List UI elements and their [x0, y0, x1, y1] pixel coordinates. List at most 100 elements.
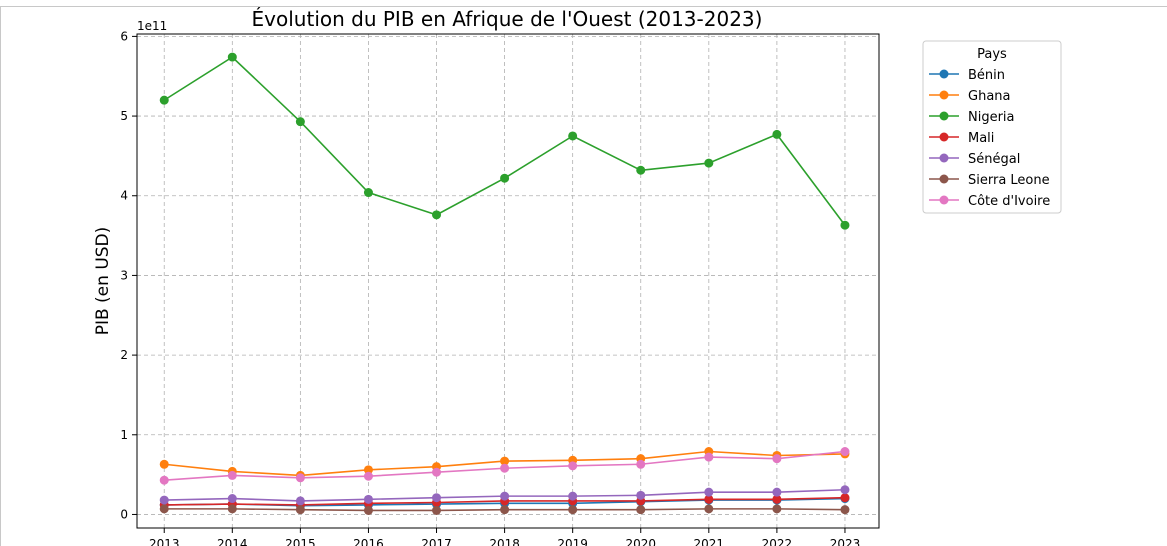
data-point	[363, 505, 373, 515]
x-tick-label: 2019	[557, 537, 588, 546]
data-point	[840, 505, 850, 515]
data-point	[159, 504, 169, 514]
data-point	[159, 495, 169, 505]
data-point	[500, 173, 510, 183]
x-tick-label: 2022	[762, 537, 793, 546]
data-point	[636, 459, 646, 469]
x-tick-label: 2018	[489, 537, 520, 546]
legend-label: Nigeria	[968, 110, 1015, 125]
legend-items: Bénin Ghana Nigeria Mali Sénégal Sierra Leone…	[929, 68, 1050, 209]
y-tick-label: 0	[120, 507, 128, 521]
data-point	[227, 494, 237, 504]
data-point	[227, 504, 237, 514]
window-top-border	[0, 6, 1167, 7]
legend-label: Sénégal	[968, 152, 1020, 167]
data-point	[295, 117, 305, 127]
legend-marker	[939, 132, 949, 142]
data-point	[363, 188, 373, 198]
data-point	[363, 471, 373, 481]
data-point	[432, 493, 442, 503]
series-senegal	[159, 485, 850, 506]
legend-marker	[939, 195, 949, 205]
data-point	[363, 494, 373, 504]
legend-title: Pays	[977, 47, 1007, 62]
y-tick-label: 3	[120, 268, 128, 282]
data-point	[704, 452, 714, 462]
x-tick-label: 2014	[217, 537, 248, 546]
data-point	[500, 491, 510, 501]
x-tick-label: 2020	[625, 537, 656, 546]
data-point	[568, 461, 578, 471]
data-point	[432, 210, 442, 220]
data-point	[636, 165, 646, 175]
data-point	[704, 487, 714, 497]
data-point	[772, 129, 782, 139]
series-nigeria	[159, 52, 850, 230]
y-tick-label: 6	[120, 29, 128, 43]
data-point	[363, 465, 373, 475]
y-tick-label: 1	[120, 428, 128, 442]
data-point	[159, 95, 169, 105]
data-point	[636, 505, 646, 515]
data-point	[840, 493, 850, 503]
data-point	[840, 485, 850, 495]
data-point	[568, 505, 578, 515]
legend-item: Sénégal	[929, 152, 1020, 167]
data-point	[704, 158, 714, 168]
x-tick-label: 2023	[830, 537, 861, 546]
data-point	[295, 505, 305, 515]
x-tick-label: 2013	[149, 537, 180, 546]
legend-label: Mali	[968, 131, 994, 146]
y-tick-label: 4	[120, 189, 128, 203]
legend-item: Bénin	[929, 68, 1005, 83]
window-left-border	[0, 6, 1, 546]
legend-label: Sierra Leone	[968, 173, 1050, 188]
legend-marker	[939, 153, 949, 163]
legend-marker	[939, 90, 949, 100]
grid	[137, 34, 879, 528]
legend-label: Côte d'Ivoire	[968, 194, 1050, 209]
data-point	[500, 456, 510, 466]
data-point	[568, 491, 578, 501]
y-tick-label: 5	[120, 109, 128, 123]
legend-marker	[939, 174, 949, 184]
legend: Pays Bénin Ghana Nigeria Mali Sénégal Sierra …	[922, 40, 1062, 214]
y-axis-offset-label: 1e11	[137, 19, 167, 33]
data-point	[704, 494, 714, 504]
data-point	[568, 131, 578, 141]
legend-marker	[939, 69, 949, 79]
data-point	[295, 473, 305, 483]
legend-item: Ghana	[929, 89, 1011, 104]
data-point	[159, 459, 169, 469]
plot-frame	[136, 33, 880, 529]
data-point	[772, 454, 782, 464]
legend-item: Côte d'Ivoire	[929, 194, 1050, 209]
legend-item: Sierra Leone	[929, 173, 1050, 188]
series-sierra-leone	[159, 504, 850, 515]
data-point	[295, 496, 305, 506]
legend-marker	[939, 111, 949, 121]
legend-item: Mali	[929, 131, 994, 146]
legend-label: Ghana	[968, 89, 1011, 104]
data-point	[772, 487, 782, 497]
data-point	[500, 463, 510, 473]
data-point	[227, 470, 237, 480]
data-point	[840, 220, 850, 230]
data-point	[227, 52, 237, 62]
y-tick-label: 2	[120, 348, 128, 362]
data-point	[840, 447, 850, 457]
data-point	[432, 505, 442, 515]
data-point	[500, 505, 510, 515]
x-tick-label: 2016	[353, 537, 384, 546]
data-point	[159, 475, 169, 485]
data-point	[636, 490, 646, 500]
data-point	[432, 467, 442, 477]
y-axis-label: PIB (en USD)	[93, 227, 113, 336]
series-layer	[159, 52, 850, 515]
legend-box	[922, 40, 1062, 214]
series-ghana	[159, 447, 850, 480]
x-tick-label: 2015	[285, 537, 316, 546]
data-point	[772, 504, 782, 514]
data-point	[704, 504, 714, 514]
